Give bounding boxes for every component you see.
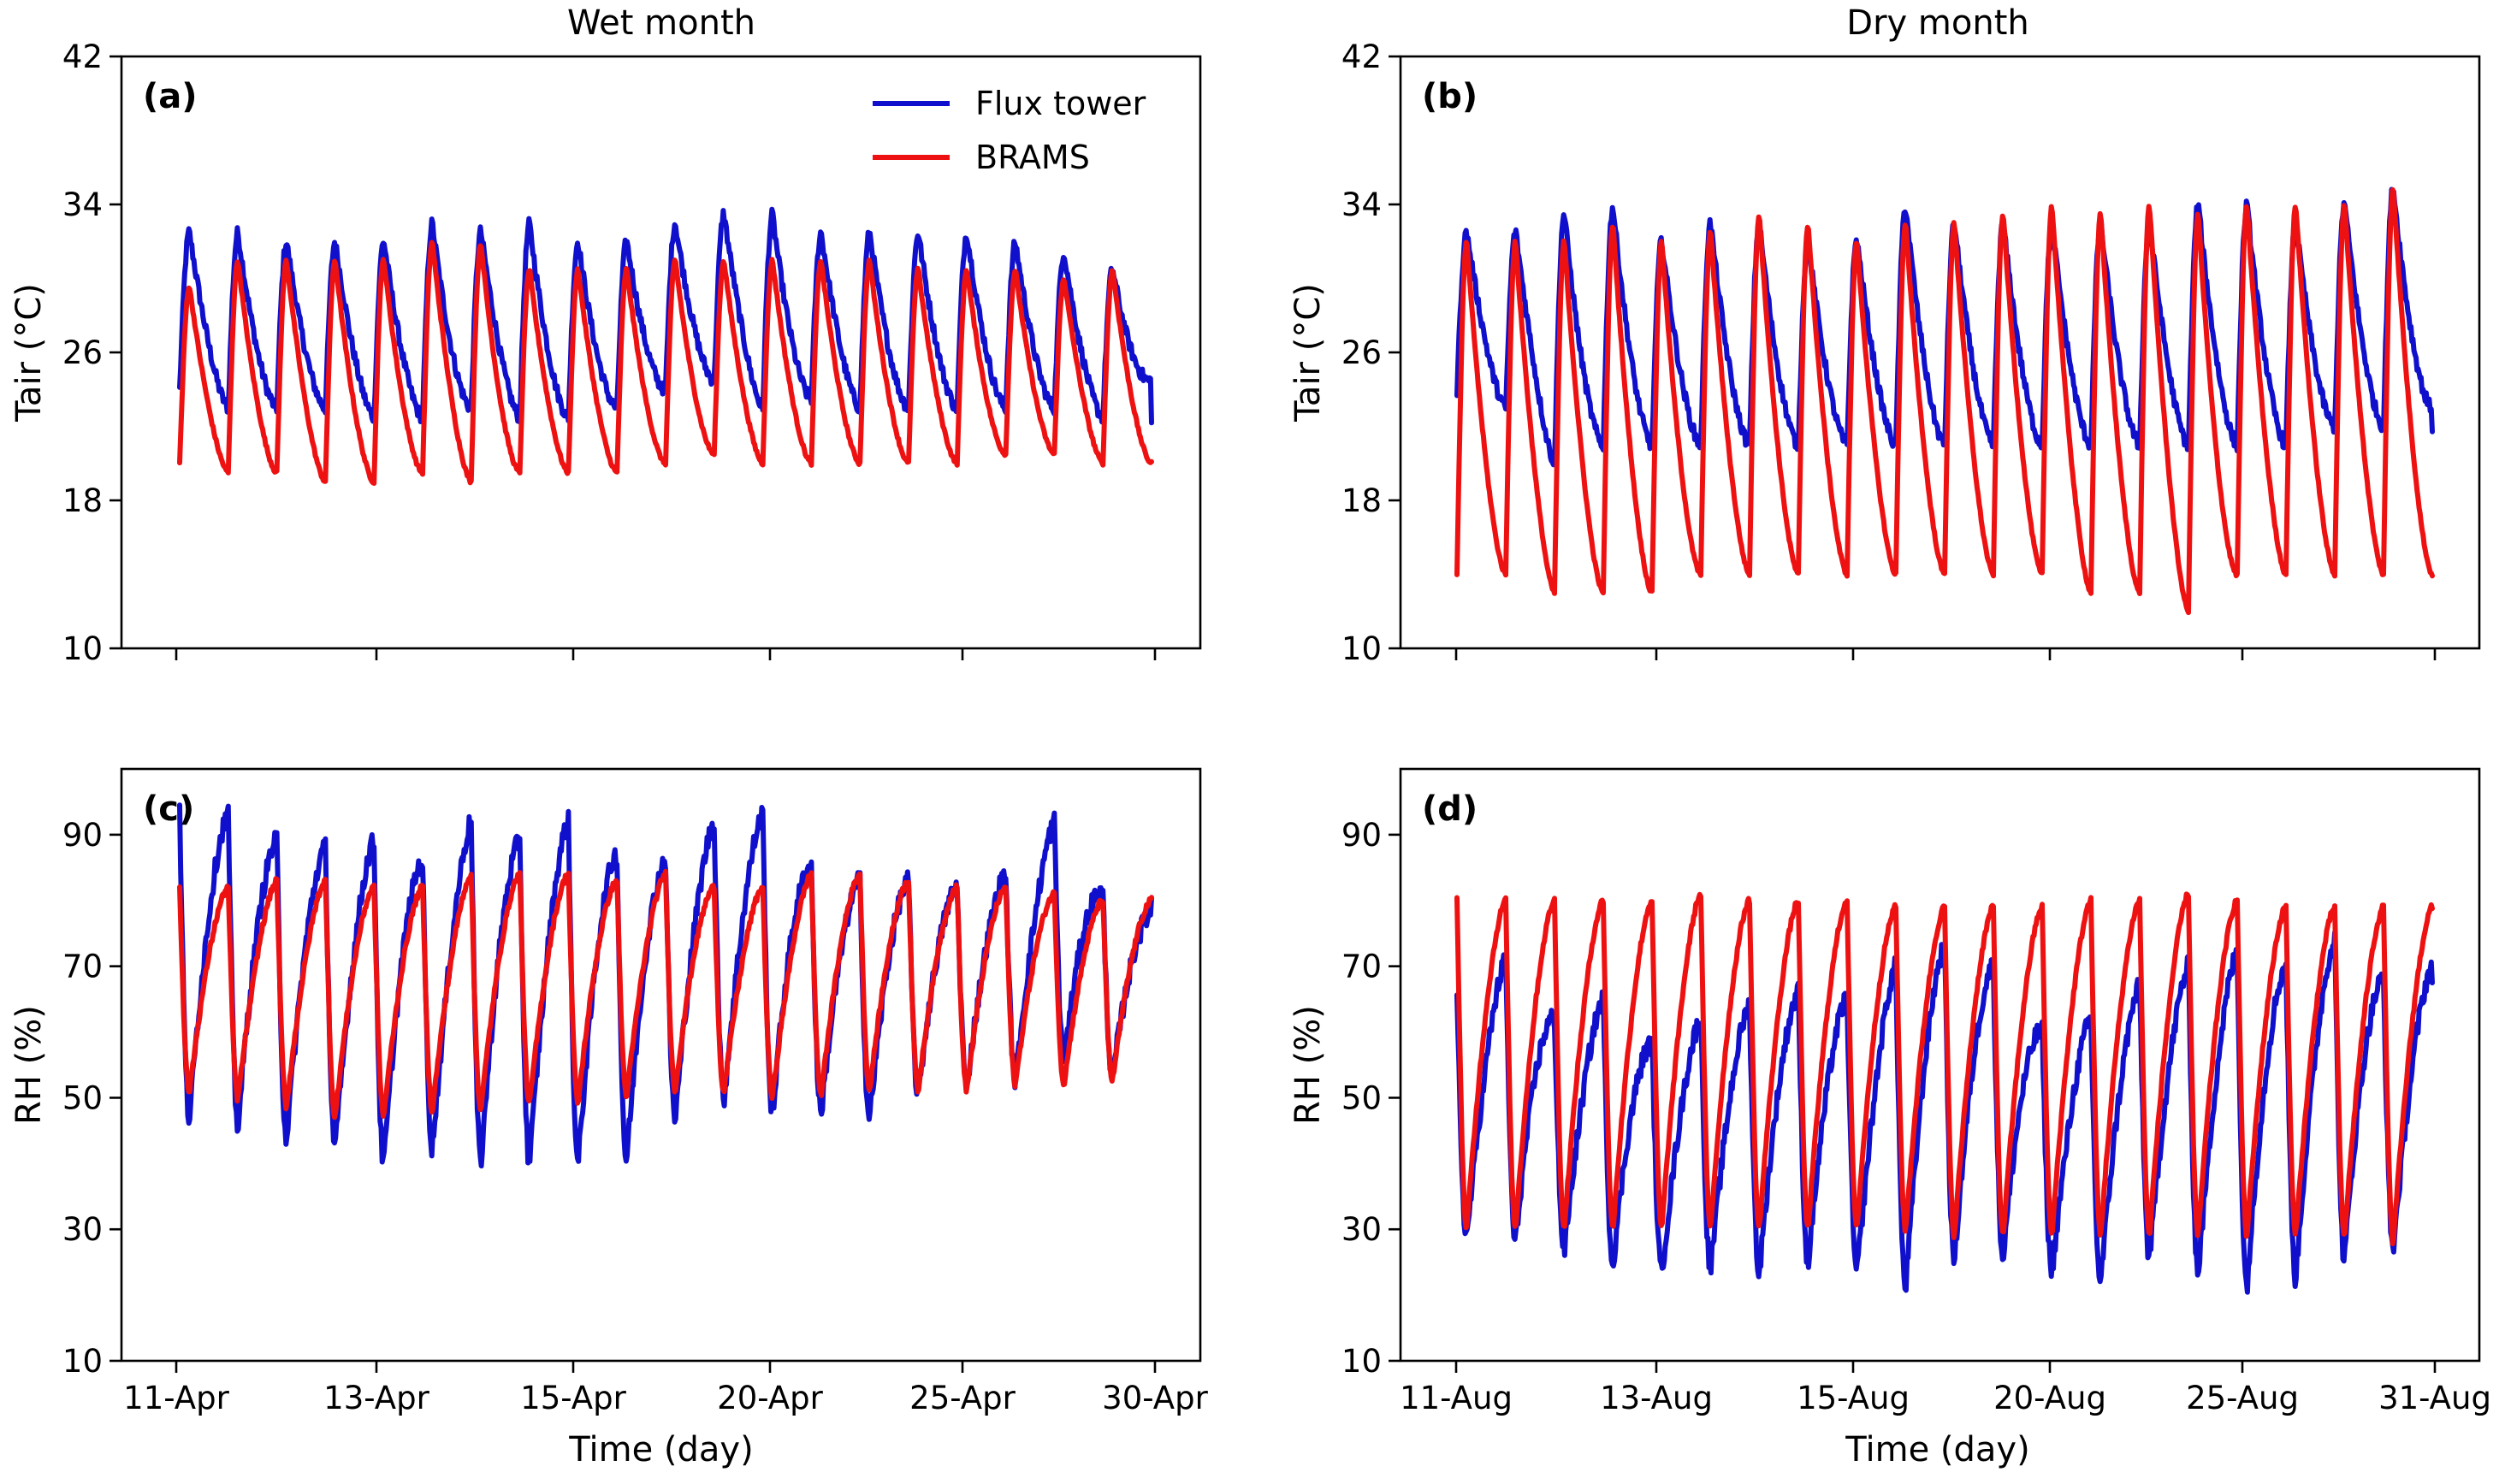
- y-tick-label: 26: [1341, 334, 1382, 371]
- y-tick-label: 10: [1341, 1343, 1382, 1380]
- series-brams: [1454, 187, 2435, 616]
- panel-c: 10 30 50 70 90 RH (%) 11-Apr 13-Apr 15-Apr 20-Apr…: [9, 767, 1209, 1416]
- y-tick-label: 42: [62, 38, 103, 75]
- x-tick-label: 13-Apr: [323, 1380, 429, 1416]
- y-tick-label: 50: [1341, 1079, 1382, 1116]
- panel-a: 10 18 26 34 42 Tair (°C) (a): [9, 38, 1202, 667]
- y-tick-label: 34: [62, 186, 103, 223]
- y-tick-label: 50: [62, 1079, 103, 1116]
- y-tick-label: 26: [62, 334, 103, 371]
- series-brams: [177, 868, 1154, 1120]
- x-tick-label: 11-Apr: [123, 1380, 229, 1416]
- x-tick-label: 31-Aug: [2378, 1380, 2491, 1416]
- series-brams: [177, 239, 1154, 486]
- x-tick-label: 11-Aug: [1400, 1380, 1513, 1416]
- legend: Flux tower BRAMS: [873, 85, 1146, 176]
- y-tick-label: 70: [1341, 949, 1382, 985]
- panel-label: (a): [143, 77, 198, 116]
- plot-frame: [120, 767, 1202, 1363]
- x-tick-label: 15-Apr: [520, 1380, 626, 1416]
- x-axis-label-right: Time (day): [1845, 1430, 2029, 1469]
- x-tick-label: 30-Apr: [1102, 1380, 1208, 1416]
- y-tick-label: 42: [1341, 38, 1382, 75]
- panel-label: (d): [1422, 789, 1478, 829]
- y-axis-label: Tair (°C): [9, 283, 49, 423]
- y-axis-label: RH (%): [9, 1005, 49, 1125]
- y-tick-label: 18: [62, 482, 103, 519]
- y-tick-label: 10: [1341, 630, 1382, 667]
- series-brams: [1454, 891, 2435, 1246]
- x-axis-label-left: Time (day): [568, 1430, 753, 1469]
- plot-frame: [1399, 55, 2481, 650]
- plot-frame: [1399, 767, 2481, 1363]
- series-flux-tower: [177, 802, 1154, 1169]
- y-tick-label: 90: [62, 817, 103, 854]
- x-tick-label: 15-Aug: [1797, 1380, 1910, 1416]
- y-tick-label: 30: [62, 1211, 103, 1248]
- legend-flux-label: Flux tower: [975, 85, 1146, 122]
- x-tick-label: 13-Aug: [1600, 1380, 1713, 1416]
- plot-frame: [120, 55, 1202, 650]
- y-tick-label: 18: [1341, 482, 1382, 519]
- x-tick-label: 20-Apr: [717, 1380, 823, 1416]
- panel-d: 10 30 50 70 90 RH (%) 11-Aug 13-Aug 15-Aug 20-Aug…: [1288, 767, 2491, 1416]
- y-axis-label: Tair (°C): [1288, 283, 1328, 423]
- column-title-wet: Wet month: [567, 3, 755, 43]
- column-title-dry: Dry month: [1846, 3, 2028, 43]
- y-tick-label: 10: [62, 630, 103, 667]
- legend-brams-label: BRAMS: [975, 139, 1090, 176]
- y-tick-label: 34: [1341, 186, 1382, 223]
- y-axis-label: RH (%): [1288, 1005, 1328, 1125]
- y-tick-label: 10: [62, 1343, 103, 1380]
- panel-label: (c): [143, 789, 194, 829]
- x-tick-label: 25-Apr: [909, 1380, 1016, 1416]
- panel-label: (b): [1422, 77, 1478, 116]
- series-flux-tower: [1454, 186, 2435, 468]
- x-tick-label: 20-Aug: [1993, 1380, 2106, 1416]
- y-tick-label: 70: [62, 949, 103, 985]
- y-tick-label: 90: [1341, 817, 1382, 854]
- panel-b: 10 18 26 34 42 Tair (°C) (b): [1288, 38, 2481, 667]
- y-tick-label: 30: [1341, 1211, 1382, 1248]
- x-tick-label: 25-Aug: [2186, 1380, 2299, 1416]
